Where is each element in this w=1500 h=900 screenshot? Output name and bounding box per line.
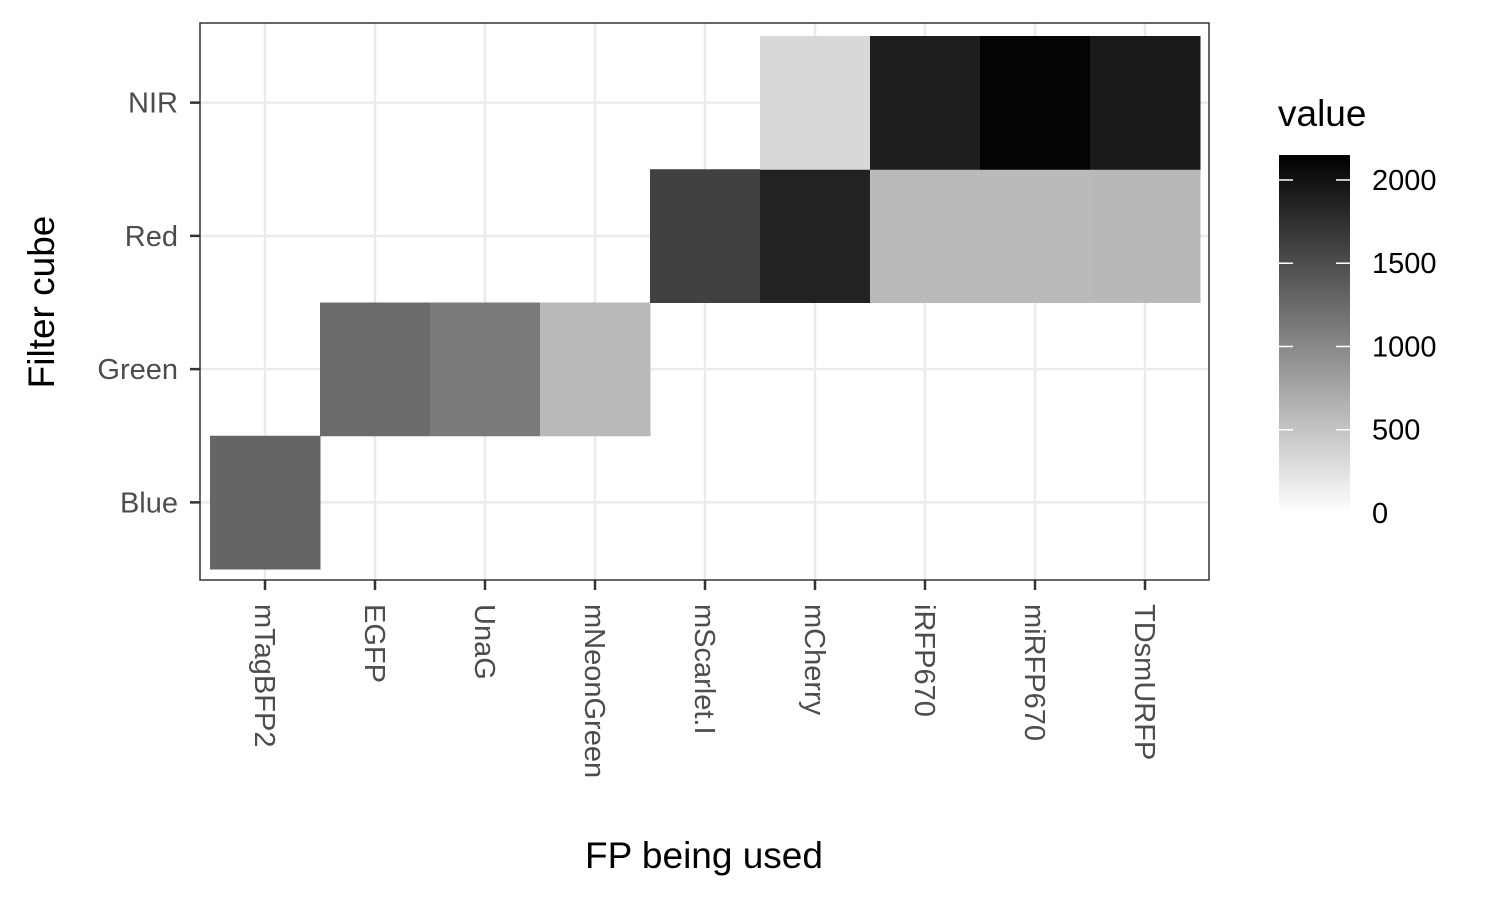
heatmap-cell-nir-mcherry (760, 36, 871, 170)
heatmap-cell-green-unag (430, 302, 541, 437)
heatmap-cell-red-tdsmurfp (1090, 169, 1201, 303)
x-tick-label: UnaG (468, 604, 500, 680)
legend-tick-label: 0 (1372, 498, 1388, 530)
heatmap-cell-red-mcherry (760, 169, 871, 303)
y-tick-label: Green (97, 354, 178, 386)
x-tick-label: TDsmURFP (1128, 604, 1160, 760)
heatmap-cells (210, 36, 1201, 570)
heatmap-cell-red-mscarlet.i (650, 169, 761, 303)
heatmap-cell-nir-irfp670 (870, 36, 981, 170)
x-axis-title: FP being used (585, 835, 823, 876)
x-tick-label: iRFP670 (908, 604, 940, 717)
x-tick-label: mTagBFP2 (248, 604, 280, 747)
legend-tick-label: 500 (1372, 415, 1420, 447)
heatmap-cell-green-egfp (320, 302, 431, 437)
legend-title: value (1278, 93, 1366, 134)
x-tick-label: mScarlet.I (688, 604, 720, 735)
legend-tick-label: 1500 (1372, 248, 1437, 280)
x-tick-label: mNeonGreen (578, 604, 610, 778)
x-tick-label: EGFP (358, 604, 390, 683)
x-tick-label: mCherry (798, 604, 830, 716)
heatmap-cell-green-mneongreen (540, 302, 651, 437)
heatmap-cell-nir-tdsmurfp (1090, 36, 1201, 170)
y-tick-label: Red (125, 221, 178, 253)
legend-colorbar (1279, 155, 1350, 513)
legend-tick-label: 1000 (1372, 331, 1437, 363)
legend-tick-label: 2000 (1372, 165, 1437, 197)
x-tick-label: miRFP670 (1018, 604, 1050, 741)
heatmap-cell-red-mirfp670 (980, 169, 1091, 303)
y-tick-label: NIR (128, 88, 178, 120)
heatmap-cell-red-irfp670 (870, 169, 981, 303)
y-tick-label: Blue (120, 487, 178, 519)
x-axis-ticks: mTagBFP2 EGFP UnaG mNeonGreen mScarlet.I mChe… (248, 580, 1160, 778)
heatmap-cell-nir-mirfp670 (980, 36, 1091, 170)
y-axis-ticks: Blue Green Red NIR (97, 88, 200, 519)
heatmap-cell-blue-mtagbfp2 (210, 435, 321, 570)
legend-ticks: 0 500 1000 1500 2000 (1279, 165, 1437, 530)
y-axis-title: Filter cube (21, 216, 62, 389)
color-legend: value 0 500 1000 1500 2000 (1278, 93, 1437, 530)
